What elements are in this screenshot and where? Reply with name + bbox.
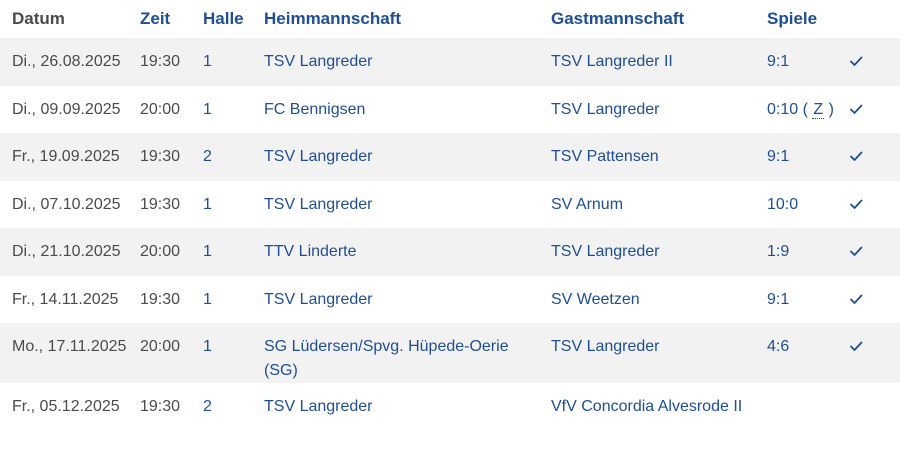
match-score[interactable]: 1:9 (767, 243, 790, 260)
match-date: Di., 21.10.2025 (12, 243, 121, 260)
match-hall[interactable]: 2 (203, 148, 212, 165)
match-score[interactable]: 4:6 (767, 338, 790, 355)
match-hall[interactable]: 1 (203, 100, 212, 118)
match-time: 19:30 (140, 53, 181, 70)
status-cell (849, 276, 900, 314)
table-row: Di., 09.09.2025 20:00 1 FC Bennigsen TSV Lan… (0, 85, 900, 133)
score-cell: 1:9 (767, 228, 849, 264)
status-cell (849, 323, 900, 361)
score-note[interactable]: ( Z ) (798, 100, 834, 119)
match-hall[interactable]: 1 (203, 290, 212, 308)
check-icon (849, 339, 863, 353)
column-header-games[interactable]: Spiele (767, 9, 818, 28)
table-row: Fr., 19.09.2025 19:30 2 TSV Langreder TSV Pa… (0, 133, 900, 181)
check-icon (849, 244, 863, 258)
match-schedule-table: Datum Zeit Halle Heimmannschaft Gastmann… (0, 0, 900, 438)
column-header-status (849, 0, 900, 38)
score-cell: 0:10 ( Z ) (767, 86, 849, 122)
header-row: Datum Zeit Halle Heimmannschaft Gastmann… (0, 0, 900, 38)
table-row: Di., 26.08.2025 19:30 1 TSV Langreder TSV La… (0, 38, 900, 86)
match-score[interactable]: 9:1 (767, 148, 790, 165)
column-header-hall[interactable]: Halle (203, 9, 244, 28)
match-date: Fr., 19.09.2025 (12, 148, 120, 165)
guest-team-link[interactable]: VfV Concordia Alvesrode II (551, 398, 743, 415)
match-time: 20:00 (140, 243, 181, 260)
check-icon (849, 197, 863, 211)
match-hall[interactable]: 1 (203, 243, 212, 260)
score-cell: 9:1 (767, 133, 849, 169)
status-cell (849, 181, 900, 219)
column-header-home-team[interactable]: Heimmannschaft (264, 9, 401, 28)
home-team-link[interactable]: TTV Linderte (264, 243, 357, 260)
check-icon (849, 292, 863, 306)
match-date: Di., 26.08.2025 (12, 53, 121, 70)
match-hall[interactable]: 1 (203, 338, 212, 355)
match-date: Mo., 17.11.2025 (12, 338, 127, 355)
status-cell (849, 383, 900, 395)
status-cell (849, 38, 900, 76)
match-score[interactable]: 9:1 (767, 290, 790, 308)
score-note-letter[interactable]: Z (812, 100, 825, 119)
match-score[interactable]: 10:0 (767, 195, 799, 213)
table-row: Fr., 14.11.2025 19:30 1 TSV Langreder SV Wee… (0, 275, 900, 323)
guest-team-link[interactable]: TSV Langreder (551, 338, 660, 355)
status-cell (849, 133, 900, 171)
score-cell: 10:0 (767, 181, 849, 217)
match-time: 20:00 (140, 338, 181, 355)
score-cell: 9:1 (767, 276, 849, 312)
match-score[interactable]: 0:10 (767, 100, 799, 118)
match-time: 19:30 (140, 398, 181, 415)
table-row: Di., 07.10.2025 19:30 1 TSV Langreder SV Arn… (0, 180, 900, 228)
status-cell (849, 228, 900, 266)
match-date: Fr., 14.11.2025 (12, 290, 119, 308)
column-header-date[interactable]: Datum (12, 9, 65, 28)
match-hall[interactable]: 2 (203, 398, 212, 415)
guest-team-link[interactable]: TSV Langreder II (551, 53, 673, 70)
column-header-guest-team[interactable]: Gastmannschaft (551, 9, 685, 28)
score-cell: 9:1 (767, 38, 849, 74)
guest-team-link[interactable]: SV Arnum (551, 195, 624, 213)
match-time: 20:00 (140, 100, 181, 118)
score-cell (767, 383, 849, 395)
home-team-link[interactable]: TSV Langreder (264, 53, 373, 70)
match-date: Fr., 05.12.2025 (12, 398, 120, 415)
table-row: Di., 21.10.2025 20:00 1 TTV Linderte TSV Lan… (0, 228, 900, 276)
home-team-link[interactable]: TSV Langreder (264, 195, 373, 213)
home-team-link[interactable]: TSV Langreder (264, 148, 373, 165)
home-team-link[interactable]: TSV Langreder (264, 398, 373, 415)
match-date: Di., 09.09.2025 (12, 100, 121, 118)
home-team-link[interactable]: SG Lüdersen/Spvg. Hüpede-Oerie (SG) (264, 338, 509, 379)
guest-team-link[interactable]: TSV Pattensen (551, 148, 659, 165)
column-header-time[interactable]: Zeit (140, 9, 171, 28)
check-icon (849, 149, 863, 163)
match-time: 19:30 (140, 148, 181, 165)
guest-team-link[interactable]: TSV Langreder (551, 100, 660, 118)
guest-team-link[interactable]: SV Weetzen (551, 290, 640, 308)
home-team-link[interactable]: TSV Langreder (264, 290, 373, 308)
match-score[interactable]: 9:1 (767, 53, 790, 70)
guest-team-link[interactable]: TSV Langreder (551, 243, 660, 260)
score-cell: 4:6 (767, 323, 849, 359)
status-cell (849, 86, 900, 124)
table-row: Fr., 05.12.2025 19:30 2 TSV Langreder VfV Co… (0, 383, 900, 438)
check-icon (849, 102, 863, 116)
home-team-link[interactable]: FC Bennigsen (264, 100, 366, 118)
check-icon (849, 54, 863, 68)
match-date: Di., 07.10.2025 (12, 195, 121, 213)
match-hall[interactable]: 1 (203, 53, 212, 70)
table-row: Mo., 17.11.2025 20:00 1 SG Lüdersen/Spvg. H… (0, 323, 900, 383)
match-time: 19:30 (140, 290, 181, 308)
match-hall[interactable]: 1 (203, 195, 212, 213)
match-time: 19:30 (140, 195, 181, 213)
